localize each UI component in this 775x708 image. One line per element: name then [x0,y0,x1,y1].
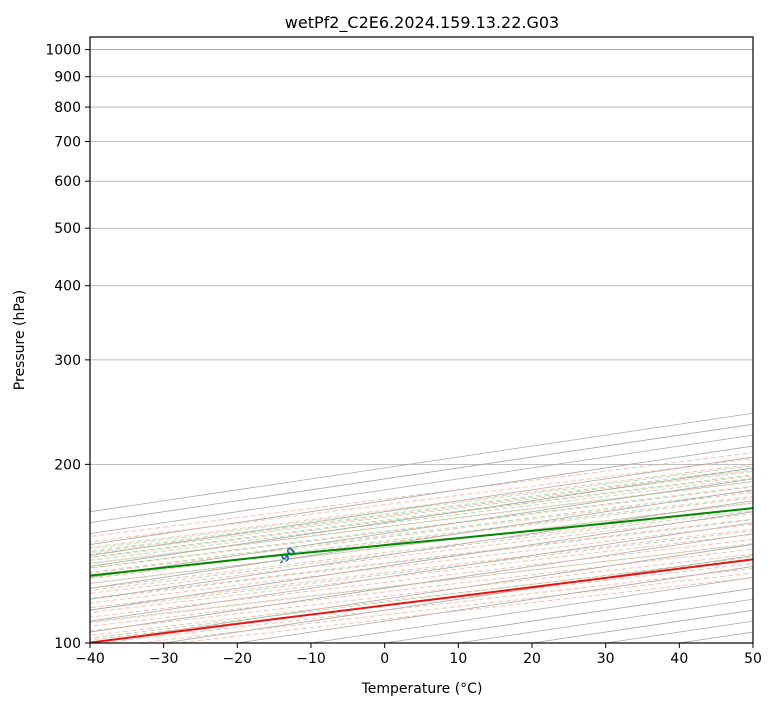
isotherm-line [90,445,753,545]
x-tick-label: −10 [296,651,326,667]
isotherm-line [90,478,753,578]
y-tick-label: 400 [54,279,81,295]
x-tick-label: 40 [670,651,688,667]
isotherm-line [90,489,753,589]
isotherm-line [90,511,753,611]
isotherm-line [90,467,753,567]
y-tick-label: 700 [54,134,81,150]
y-tick-label: 600 [54,174,81,190]
y-tick-label: 500 [54,221,81,237]
x-axis: −40 −30 −20 −10 0 10 20 30 40 50 [75,643,762,667]
x-tick-label: 20 [523,651,541,667]
y-tick-label: 200 [54,457,81,473]
chart-title: wetPf2_C2E6.2024.159.13.22.G03 [285,13,559,33]
y-tick-label: 800 [54,100,81,116]
background-lines [90,49,753,643]
x-tick-label: 50 [744,651,762,667]
isotherm-line [90,522,753,622]
plot-frame [89,36,754,644]
x-axis-label: Temperature (°C) [361,681,483,697]
x-tick-label: 0 [380,651,389,667]
x-tick-label: 10 [449,651,467,667]
x-tick-label: −20 [223,651,253,667]
y-tick-label: 1000 [45,43,81,59]
isotherm-line [90,500,753,600]
isotherm-line [90,456,753,556]
y-tick-label: 100 [54,636,81,652]
y-axis-label: Pressure (hPa) [12,290,28,390]
y-tick-label: 900 [54,70,81,86]
x-tick-label: −30 [149,651,179,667]
y-tick-label: 300 [54,353,81,369]
x-tick-label: −40 [75,651,105,667]
y-axis: 1000 900 800 700 600 500 400 300 200 100 [45,43,90,652]
isotherm-line [90,533,753,633]
x-tick-label: 30 [597,651,615,667]
